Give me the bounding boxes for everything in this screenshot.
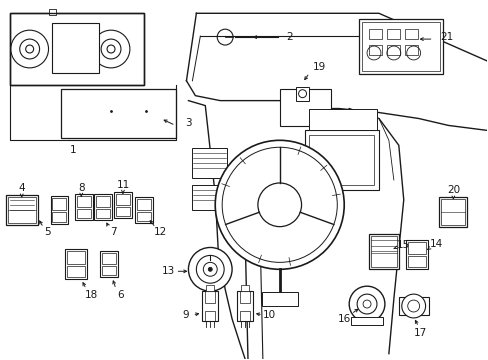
Bar [439, 197, 467, 227]
Circle shape [257, 183, 301, 227]
Bar [205, 291, 215, 303]
Bar [309, 135, 373, 185]
Bar [240, 291, 249, 303]
Bar [206, 285, 214, 291]
Text: 9: 9 [182, 310, 188, 320]
Bar [370, 235, 396, 267]
Bar [405, 239, 427, 269]
Bar [100, 251, 118, 277]
Bar [398, 297, 427, 315]
Bar [8, 197, 36, 223]
Bar [368, 234, 398, 269]
Text: 4: 4 [19, 183, 25, 193]
Bar [192, 185, 226, 210]
Text: 20: 20 [446, 185, 459, 195]
Text: 12: 12 [154, 226, 167, 237]
Bar [61, 89, 175, 138]
Bar [48, 9, 56, 15]
Circle shape [92, 30, 130, 68]
Bar [407, 242, 425, 255]
Bar [137, 199, 150, 210]
Bar [368, 45, 381, 55]
Text: 15: 15 [396, 240, 409, 251]
Bar [52, 198, 66, 210]
Text: 1: 1 [70, 145, 77, 155]
Circle shape [215, 140, 344, 269]
Bar [102, 253, 116, 264]
Bar [237, 291, 252, 321]
Circle shape [401, 294, 425, 318]
Text: 17: 17 [413, 328, 427, 338]
Circle shape [188, 247, 232, 291]
Text: 8: 8 [78, 183, 84, 193]
Bar [358, 19, 443, 74]
Bar [10, 13, 143, 85]
Text: 16: 16 [337, 314, 350, 324]
Bar [67, 266, 85, 277]
Text: 7: 7 [109, 226, 116, 237]
Bar [137, 212, 150, 221]
Text: 11: 11 [116, 180, 129, 190]
Bar [94, 194, 112, 220]
Text: 18: 18 [84, 290, 98, 300]
Bar [67, 251, 85, 264]
Bar [96, 209, 110, 218]
Bar [50, 196, 68, 224]
Bar [262, 292, 297, 306]
Bar [240, 311, 249, 321]
Bar [304, 130, 378, 190]
Bar [368, 29, 381, 39]
Bar [102, 266, 116, 275]
Text: 13: 13 [162, 266, 175, 276]
Text: 10: 10 [263, 310, 276, 320]
Text: 19: 19 [312, 62, 325, 72]
Bar [135, 197, 152, 223]
Text: 6: 6 [118, 290, 124, 300]
Bar [404, 29, 417, 39]
Bar [6, 195, 38, 225]
Circle shape [11, 30, 48, 68]
Text: 21: 21 [439, 32, 452, 42]
Bar [309, 109, 376, 130]
Bar [51, 23, 99, 73]
Bar [116, 194, 130, 205]
Bar [361, 22, 440, 71]
Bar [441, 199, 464, 225]
Bar [192, 148, 226, 178]
Bar [65, 249, 87, 279]
Bar [241, 285, 248, 291]
Bar [77, 196, 91, 207]
Bar [404, 45, 417, 55]
Bar [116, 207, 130, 216]
Circle shape [348, 286, 384, 322]
Bar [10, 13, 143, 85]
Bar [279, 89, 331, 126]
Bar [386, 29, 399, 39]
Bar [75, 194, 93, 220]
Text: 3: 3 [185, 118, 191, 129]
Bar [202, 291, 218, 321]
Bar [77, 209, 91, 218]
Text: 14: 14 [429, 239, 442, 248]
Text: 2: 2 [286, 32, 292, 42]
Circle shape [61, 109, 71, 118]
Circle shape [165, 109, 175, 118]
Circle shape [208, 267, 212, 271]
Bar [295, 87, 309, 100]
Bar [52, 212, 66, 222]
Bar [96, 196, 110, 207]
Bar [386, 45, 399, 55]
Bar [114, 192, 132, 218]
Bar [205, 311, 215, 321]
Bar [350, 317, 382, 325]
Bar [407, 256, 425, 267]
Text: 5: 5 [44, 226, 51, 237]
